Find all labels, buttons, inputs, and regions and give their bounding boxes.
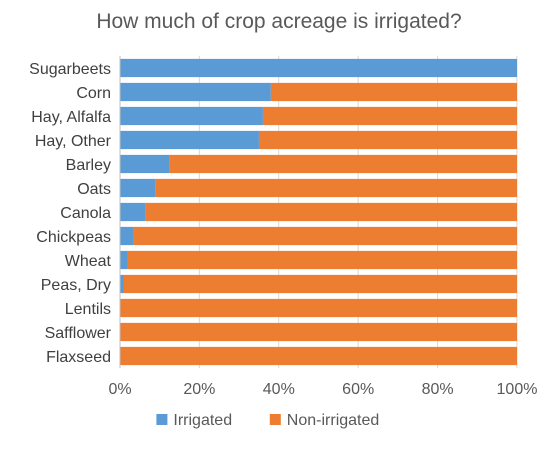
- bar-non-irrigated: [133, 226, 517, 246]
- bar-irrigated: [120, 82, 271, 102]
- category-label: Corn: [76, 85, 111, 102]
- bar-non-irrigated: [270, 82, 517, 102]
- bar-irrigated: [120, 202, 146, 222]
- bar-non-irrigated: [262, 106, 517, 126]
- legend-swatch: [269, 414, 281, 425]
- x-tick-label: 80%: [422, 381, 454, 398]
- legend-label: Non-irrigated: [287, 412, 379, 429]
- chart-title: How much of crop acreage is irrigated?: [96, 10, 462, 33]
- category-label: Oats: [77, 181, 111, 198]
- x-tick-label: 20%: [183, 381, 215, 398]
- x-tick-label: 100%: [497, 381, 538, 398]
- category-label: Sugarbeets: [29, 61, 111, 78]
- bar-irrigated: [120, 178, 156, 198]
- category-label: Hay, Other: [35, 133, 112, 150]
- x-tick-label: 40%: [263, 381, 295, 398]
- category-label: Lentils: [65, 301, 111, 318]
- category-label: Safflower: [45, 325, 112, 342]
- bar-non-irrigated: [169, 154, 517, 174]
- bar-non-irrigated: [258, 130, 517, 150]
- bar-non-irrigated: [145, 202, 517, 222]
- bar-irrigated: [120, 250, 128, 270]
- bar-irrigated: [120, 130, 259, 150]
- x-tick-label: 60%: [342, 381, 374, 398]
- category-label: Canola: [60, 205, 111, 222]
- bar-irrigated: [120, 58, 517, 78]
- bar-irrigated: [120, 226, 134, 246]
- bar-irrigated: [120, 274, 124, 294]
- category-label: Barley: [66, 157, 111, 174]
- category-label: Chickpeas: [36, 229, 111, 246]
- category-label: Hay, Alfalfa: [31, 109, 111, 126]
- bar-non-irrigated: [123, 274, 517, 294]
- bar-non-irrigated: [120, 346, 517, 366]
- category-label: Peas, Dry: [41, 277, 111, 294]
- bar-irrigated: [120, 154, 170, 174]
- category-label: Wheat: [65, 253, 112, 270]
- legend-swatch: [156, 414, 168, 425]
- bar-non-irrigated: [127, 250, 517, 270]
- x-tick-label: 0%: [108, 381, 131, 398]
- bar-non-irrigated: [120, 298, 517, 318]
- bar-irrigated: [120, 106, 263, 126]
- category-label: Flaxseed: [46, 349, 111, 366]
- bar-non-irrigated: [155, 178, 518, 198]
- legend-label: Irrigated: [173, 412, 232, 429]
- bar-non-irrigated: [120, 322, 517, 342]
